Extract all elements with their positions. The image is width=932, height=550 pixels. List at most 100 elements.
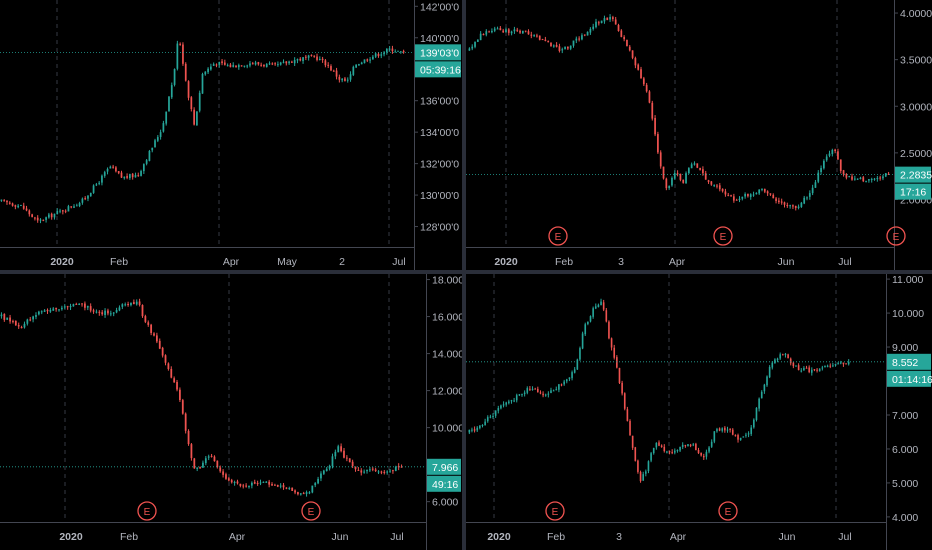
chart-panel-bottom-right[interactable]: 4.0005.0006.0007.0008.0009.00010.00011.0…	[466, 274, 932, 550]
event-marker-ring	[713, 226, 733, 246]
candle-body	[752, 194, 755, 196]
candle-body	[647, 461, 650, 472]
candle-body	[862, 177, 865, 182]
candle-body	[338, 76, 341, 80]
price-tick-label: 3.0000	[900, 101, 932, 113]
earnings-event-marker[interactable]: E	[713, 226, 733, 246]
time-axis[interactable]: 2020 Feb Apr Jun Jul	[59, 531, 403, 543]
price-tick-label: 5.000	[892, 478, 918, 490]
candle-body	[547, 393, 550, 395]
candle-body	[797, 206, 800, 209]
time-axis[interactable]: 2020 Feb 3 Apr Jun Jul	[494, 256, 851, 268]
candle-body	[318, 59, 321, 61]
candle-body	[679, 173, 682, 180]
candle-body	[702, 169, 704, 174]
event-marker-ring	[718, 501, 738, 521]
event-marker-ring	[137, 501, 157, 521]
candle-body	[201, 73, 204, 94]
chart-svg[interactable]: 128'00'0 130'00'0 132'00'0 134'00'0 136'00'0…	[0, 0, 462, 270]
earnings-event-marker[interactable]: E	[545, 501, 565, 521]
candle-body	[658, 442, 660, 446]
candle-body	[842, 362, 845, 365]
candle-body	[20, 327, 23, 329]
candle-body	[645, 84, 648, 92]
candle-body	[732, 196, 735, 201]
candle-body	[572, 40, 575, 46]
candle-body	[575, 38, 578, 41]
price-axis[interactable]: 4.0005.0006.0007.0008.0009.00010.00011.0…	[886, 274, 924, 524]
candle-body	[349, 74, 352, 80]
candle-body	[274, 63, 276, 65]
candle-body	[758, 398, 760, 409]
time-tick-label: May	[277, 256, 298, 268]
candle-body	[184, 413, 187, 431]
candle-body	[755, 407, 758, 420]
candle-body	[219, 467, 222, 472]
earnings-event-marker[interactable]: E	[886, 226, 906, 246]
candle-body	[660, 445, 663, 448]
price-tick-label: 6.000	[892, 444, 918, 456]
candle-body	[3, 313, 6, 320]
candle-body	[800, 202, 803, 207]
chart-panel-bottom-left[interactable]: 6.0008.00010.00012.00014.00016.00018.000…	[0, 274, 462, 550]
chart-panel-top-right[interactable]: 2.0000 2.5000 3.0000 3.5000 4.0000 2020 Feb 3 Ap…	[466, 0, 932, 270]
candle-body	[3, 200, 6, 202]
chart-svg[interactable]: 6.0008.00010.00012.00014.00016.00018.000…	[0, 274, 462, 550]
candle-body	[834, 364, 837, 366]
candle-body	[534, 388, 536, 390]
vertical-separator[interactable]	[462, 0, 466, 550]
candle-body	[782, 354, 784, 356]
candle-body	[346, 79, 349, 81]
candle-body	[193, 109, 195, 125]
candle-body	[369, 59, 371, 61]
candle-body	[279, 485, 282, 487]
candle-body	[699, 167, 701, 170]
candle-body	[142, 164, 145, 172]
candle-body	[655, 442, 658, 448]
candle-body	[52, 308, 55, 311]
candle-body	[876, 178, 879, 180]
time-tick-label: Feb	[547, 531, 565, 543]
candle-body	[60, 307, 63, 310]
earnings-event-marker[interactable]: E	[301, 501, 321, 521]
candle-body	[639, 472, 642, 482]
candle-body	[123, 176, 126, 179]
time-axis[interactable]: 2020 Feb Apr May 2 Jul	[50, 256, 405, 268]
candle-body	[164, 355, 167, 363]
candle-body	[597, 304, 600, 308]
candle-body	[734, 435, 737, 437]
chart-panel-top-left[interactable]: 128'00'0 130'00'0 132'00'0 134'00'0 136'00'0…	[0, 0, 462, 270]
horizontal-separator[interactable]	[0, 270, 932, 274]
chart-svg[interactable]: 4.0005.0006.0007.0008.0009.00010.00011.0…	[466, 274, 932, 550]
candle-body	[492, 416, 494, 418]
candle-body	[792, 362, 795, 367]
candle-body	[589, 316, 592, 322]
candle-body	[651, 102, 654, 119]
candle-body	[229, 64, 232, 68]
time-tick-label: Jul	[838, 256, 851, 268]
candle-body	[358, 64, 360, 66]
candle-body	[55, 307, 58, 310]
candle-body	[389, 470, 391, 472]
candle-body	[713, 431, 716, 442]
price-axis[interactable]: 128'00'0 130'00'0 132'00'0 134'00'0 136'00'0…	[414, 1, 459, 234]
candle-body	[328, 465, 331, 469]
earnings-event-marker[interactable]: E	[718, 501, 738, 521]
time-tick-label: 3	[616, 531, 622, 543]
candle-body	[193, 458, 196, 469]
candle-body	[129, 174, 131, 179]
candle-body	[568, 377, 571, 379]
earnings-event-marker[interactable]: E	[548, 226, 568, 246]
candle-body	[662, 166, 665, 179]
earnings-event-marker[interactable]: E	[137, 501, 157, 521]
candle-body	[324, 60, 327, 66]
candle-body	[50, 213, 53, 218]
time-axis[interactable]: 2020 Feb 3 Apr Jun Jul	[487, 531, 851, 543]
candle-body	[56, 211, 59, 215]
candle-body	[671, 452, 673, 454]
candle-body	[579, 348, 581, 360]
candle-body	[196, 111, 198, 126]
candle-body	[154, 140, 156, 148]
